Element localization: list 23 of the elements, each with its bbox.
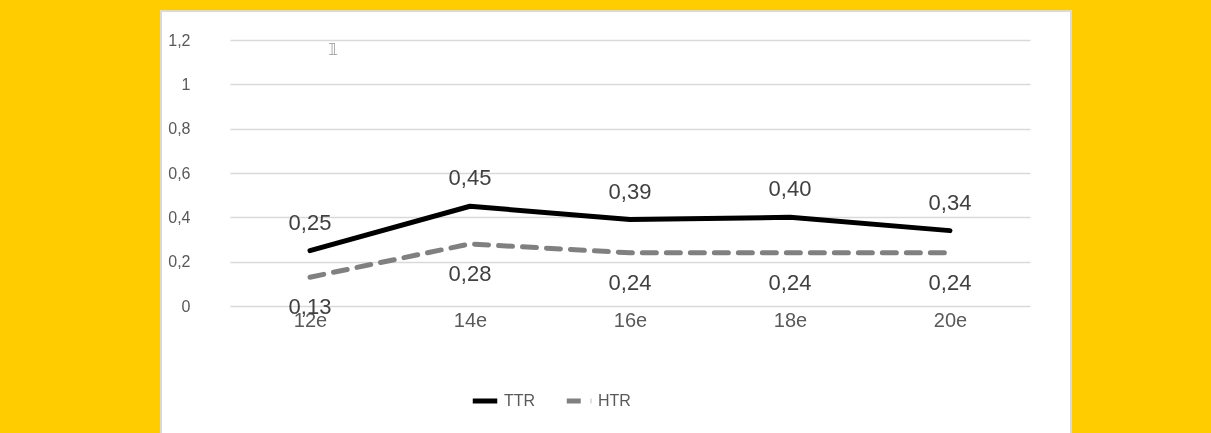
data-label: 0,24 — [768, 269, 812, 295]
data-label: 0,40 — [768, 176, 812, 202]
data-label: 0,45 — [448, 165, 492, 191]
y-tick-label: 0,8 — [168, 120, 191, 138]
data-label: 0,39 — [608, 178, 652, 204]
y-tick-label: 1 — [181, 75, 191, 93]
data-label: 0,28 — [448, 260, 492, 286]
x-tick-label: 16e — [613, 308, 648, 331]
y-tick-label: 0,6 — [168, 164, 191, 182]
y-tick-label: 1,2 — [168, 31, 191, 49]
data-label: 0,24 — [608, 269, 652, 295]
x-tick-label: 14e — [453, 308, 488, 331]
y-tick-label: 0 — [181, 297, 191, 315]
y-tick-label: 0,2 — [168, 253, 191, 271]
x-tick-label: 20e — [933, 308, 968, 331]
data-label: 0,25 — [288, 209, 332, 235]
legend-label: HTR — [598, 392, 631, 409]
legend-label: TTR — [504, 392, 536, 409]
x-tick-label: 18e — [773, 308, 808, 331]
data-label: 0,34 — [928, 189, 972, 215]
data-label: 0,24 — [928, 269, 972, 295]
y-tick-label: 0,4 — [168, 208, 191, 226]
annotation: 𝟙 — [328, 40, 339, 59]
